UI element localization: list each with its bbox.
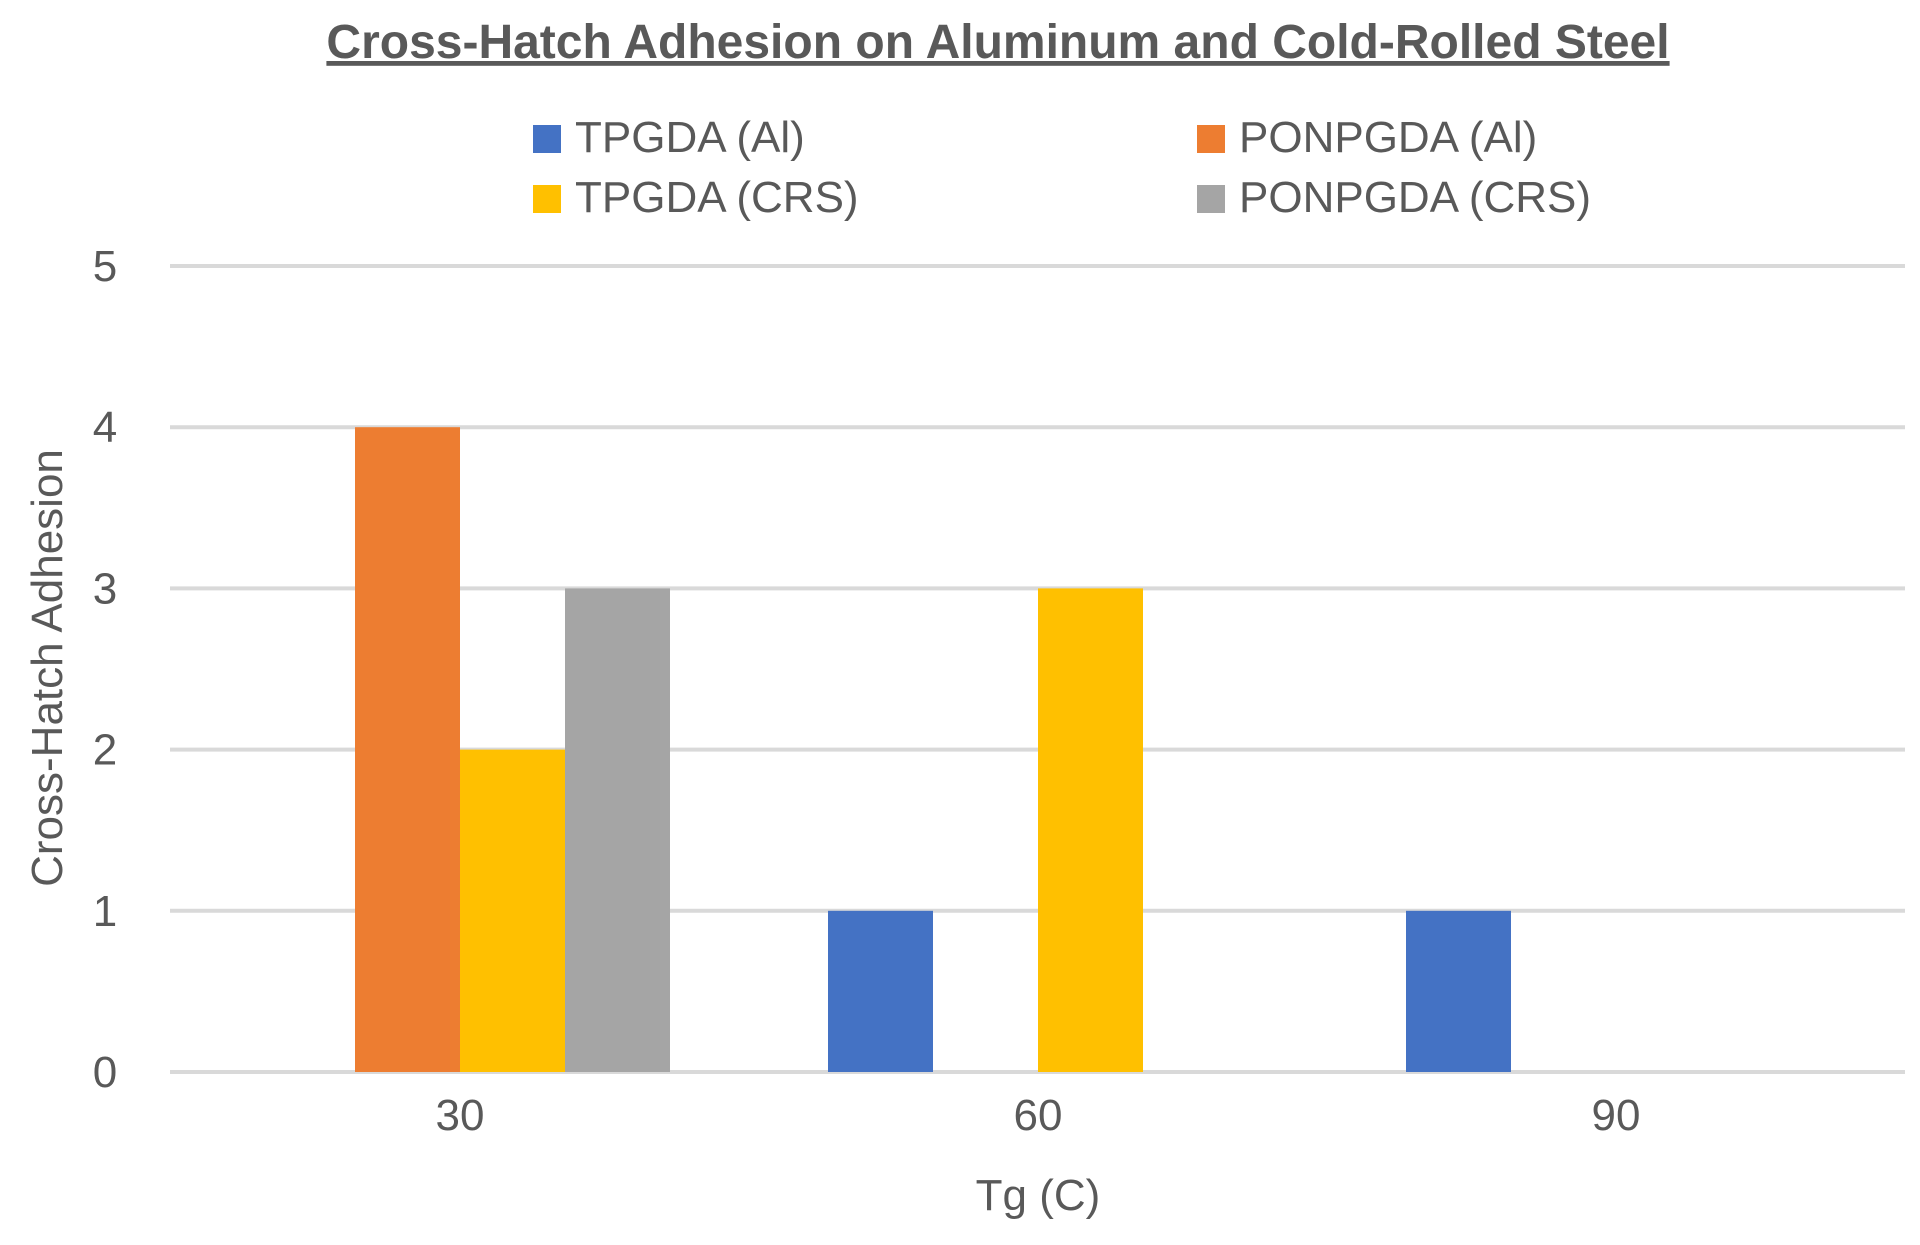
x-tick-label-30: 30 — [436, 1091, 485, 1140]
x-tick-label-90: 90 — [1592, 1091, 1641, 1140]
legend-swatch-tpgda-al — [533, 125, 561, 153]
x-axis-label: Tg (C) — [976, 1171, 1101, 1220]
chart-title: Cross-Hatch Adhesion on Aluminum and Col… — [326, 16, 1669, 69]
y-axis-label: Cross-Hatch Adhesion — [23, 449, 72, 887]
x-axis-ticks: 30 60 90 — [436, 1091, 1641, 1140]
bars — [355, 427, 1511, 1072]
legend-label-tpgda-crs: TPGDA (CRS) — [575, 173, 859, 222]
legend-label-ponpgda-al: PONPGDA (Al) — [1239, 113, 1537, 162]
bar-tpgda-crs-60 — [1038, 588, 1143, 1072]
y-tick-label-3: 3 — [93, 564, 117, 613]
bar-ponpgda-al-30 — [355, 427, 460, 1072]
y-axis-ticks: 0 1 2 3 4 5 — [93, 242, 117, 1097]
legend-swatch-tpgda-crs — [533, 185, 561, 213]
bar-tpgda-al-90 — [1406, 910, 1511, 1072]
x-tick-label-60: 60 — [1014, 1091, 1063, 1140]
legend-swatch-ponpgda-al — [1197, 125, 1225, 153]
y-tick-label-5: 5 — [93, 242, 117, 291]
legend-label-tpgda-al: TPGDA (Al) — [575, 113, 805, 162]
y-tick-label-0: 0 — [93, 1048, 117, 1097]
y-tick-label-1: 1 — [93, 887, 117, 936]
legend: TPGDA (Al) PONPGDA (Al) TPGDA (CRS) PONPGDA… — [533, 113, 1591, 222]
y-tick-label-2: 2 — [93, 726, 117, 775]
legend-label-ponpgda-crs: PONPGDA (CRS) — [1239, 173, 1591, 222]
bar-tpgda-crs-30 — [460, 749, 565, 1072]
y-tick-label-4: 4 — [93, 403, 117, 452]
legend-swatch-ponpgda-crs — [1197, 185, 1225, 213]
bar-tpgda-al-60 — [828, 910, 933, 1072]
bar-ponpgda-crs-30 — [565, 588, 670, 1072]
